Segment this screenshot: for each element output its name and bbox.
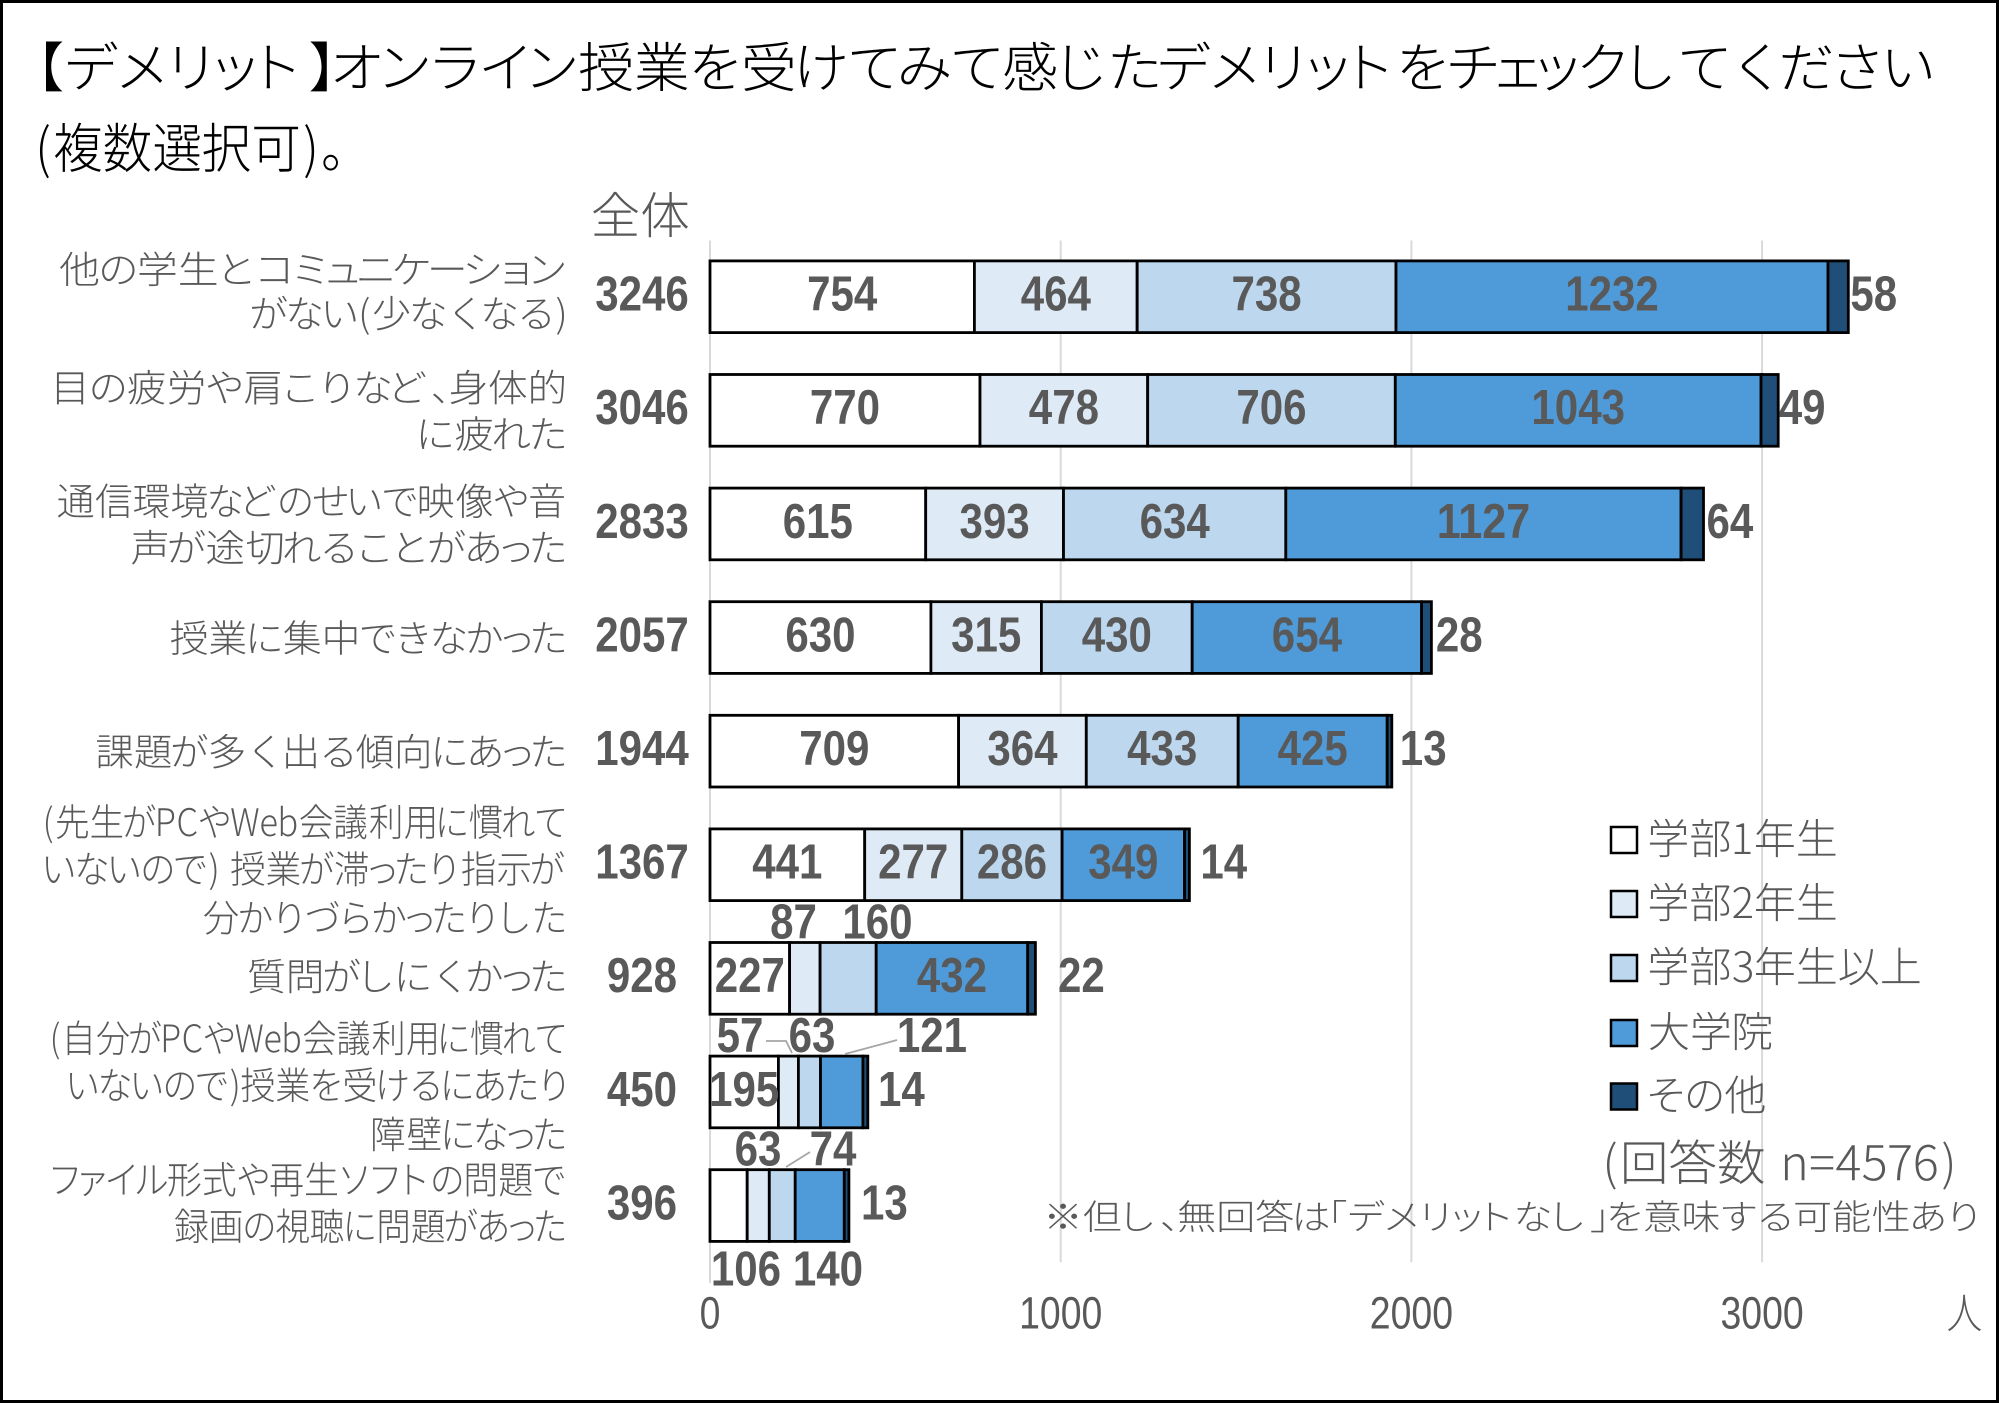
svg-text:396: 396 [607,1176,677,1230]
svg-text:364: 364 [987,722,1057,776]
svg-text:277: 277 [878,836,948,890]
svg-text:87: 87 [770,896,817,950]
svg-text:2057: 2057 [595,608,689,662]
svg-text:57: 57 [717,1009,764,1063]
svg-text:227: 227 [715,949,785,1003]
svg-text:928: 928 [607,949,677,1003]
svg-text:49: 49 [1779,381,1826,435]
svg-text:770: 770 [810,381,880,435]
svg-text:464: 464 [1021,268,1091,322]
svg-text:64: 64 [1707,495,1754,549]
svg-text:0: 0 [700,1288,721,1339]
svg-text:430: 430 [1082,608,1152,662]
svg-text:121: 121 [897,1009,967,1063]
svg-text:1944: 1944 [595,722,689,776]
svg-text:450: 450 [607,1063,677,1117]
svg-text:432: 432 [917,949,987,1003]
svg-text:3000: 3000 [1721,1288,1804,1339]
svg-text:1043: 1043 [1531,381,1625,435]
svg-text:22: 22 [1058,949,1105,1003]
svg-text:28: 28 [1436,608,1483,662]
svg-text:14: 14 [1200,836,1247,890]
svg-text:74: 74 [810,1123,857,1177]
svg-text:754: 754 [807,268,877,322]
svg-text:106: 106 [711,1242,781,1296]
svg-text:433: 433 [1127,722,1197,776]
svg-text:286: 286 [977,836,1047,890]
svg-text:441: 441 [752,836,822,890]
svg-text:315: 315 [951,608,1021,662]
svg-text:13: 13 [861,1176,908,1230]
svg-text:1367: 1367 [595,836,689,890]
svg-text:1232: 1232 [1565,268,1659,322]
svg-text:140: 140 [793,1242,863,1296]
svg-text:14: 14 [878,1063,925,1117]
svg-text:349: 349 [1088,836,1158,890]
svg-text:195: 195 [709,1063,779,1117]
svg-text:738: 738 [1232,268,1302,322]
svg-text:160: 160 [842,896,912,950]
svg-text:709: 709 [799,722,869,776]
svg-text:2833: 2833 [595,495,689,549]
svg-text:63: 63 [735,1123,782,1177]
svg-text:3246: 3246 [595,268,689,322]
svg-text:634: 634 [1140,495,1210,549]
svg-text:706: 706 [1236,381,1306,435]
svg-text:1127: 1127 [1437,495,1531,549]
svg-text:2000: 2000 [1370,1288,1453,1339]
svg-text:654: 654 [1272,608,1342,662]
svg-text:615: 615 [783,495,853,549]
svg-text:63: 63 [789,1009,836,1063]
svg-text:478: 478 [1029,381,1099,435]
svg-text:13: 13 [1400,722,1447,776]
svg-text:425: 425 [1278,722,1348,776]
svg-text:630: 630 [785,608,855,662]
svg-text:393: 393 [960,495,1030,549]
svg-text:1000: 1000 [1019,1288,1102,1339]
svg-text:58: 58 [1850,268,1897,322]
svg-text:3046: 3046 [595,381,689,435]
